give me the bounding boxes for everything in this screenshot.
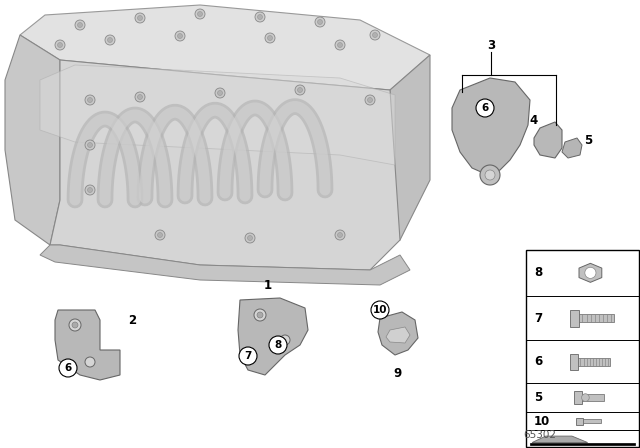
Bar [577, 418, 584, 425]
Circle shape [245, 233, 255, 243]
Text: 65302: 65302 [524, 430, 557, 440]
Bar [579, 314, 614, 322]
Text: 1: 1 [264, 279, 272, 292]
Text: 4: 4 [530, 113, 538, 126]
Circle shape [335, 230, 345, 240]
Polygon shape [40, 65, 395, 165]
Text: 7: 7 [534, 311, 542, 325]
Text: 6: 6 [481, 103, 488, 113]
Polygon shape [378, 312, 418, 355]
Circle shape [177, 34, 182, 39]
Polygon shape [238, 298, 308, 375]
Circle shape [476, 99, 494, 117]
Circle shape [337, 43, 342, 47]
Polygon shape [562, 138, 582, 158]
Polygon shape [370, 55, 430, 250]
Bar [582, 394, 604, 401]
Circle shape [58, 43, 63, 47]
Circle shape [257, 14, 262, 20]
Circle shape [582, 394, 589, 401]
Polygon shape [20, 5, 430, 90]
Circle shape [175, 31, 185, 41]
Text: 9: 9 [394, 367, 402, 380]
Circle shape [108, 38, 113, 43]
Polygon shape [40, 245, 410, 285]
Circle shape [75, 20, 85, 30]
Circle shape [257, 312, 263, 318]
Text: 5: 5 [534, 391, 542, 404]
Circle shape [85, 95, 95, 105]
Circle shape [55, 40, 65, 50]
Circle shape [280, 335, 290, 345]
Circle shape [298, 87, 303, 92]
Polygon shape [5, 35, 60, 245]
Circle shape [77, 22, 83, 27]
Text: 8: 8 [275, 340, 282, 350]
Circle shape [198, 12, 202, 17]
Bar [570, 310, 579, 327]
Circle shape [88, 142, 93, 147]
Polygon shape [534, 122, 562, 158]
Polygon shape [386, 327, 410, 343]
Circle shape [72, 322, 78, 328]
Bar [575, 392, 582, 404]
Text: 10: 10 [372, 305, 387, 315]
Polygon shape [50, 60, 400, 270]
Circle shape [485, 170, 495, 180]
Circle shape [268, 35, 273, 40]
Bar [579, 358, 611, 366]
Bar [526, 250, 639, 447]
Text: 8: 8 [534, 266, 542, 280]
Circle shape [480, 165, 500, 185]
Circle shape [335, 40, 345, 50]
Polygon shape [452, 78, 530, 175]
Circle shape [255, 12, 265, 22]
Circle shape [248, 236, 253, 241]
Text: 6: 6 [65, 363, 72, 373]
Polygon shape [579, 263, 602, 282]
Circle shape [239, 347, 257, 365]
Circle shape [59, 359, 77, 377]
Bar [530, 443, 635, 445]
Circle shape [337, 233, 342, 237]
Circle shape [215, 88, 225, 98]
Circle shape [371, 301, 389, 319]
Circle shape [85, 185, 95, 195]
Text: 7: 7 [244, 351, 252, 361]
Circle shape [315, 17, 325, 27]
Circle shape [88, 188, 93, 193]
Circle shape [372, 33, 378, 38]
Circle shape [157, 233, 163, 237]
Circle shape [135, 13, 145, 23]
Polygon shape [532, 436, 588, 443]
Circle shape [69, 319, 81, 331]
Circle shape [370, 30, 380, 40]
Polygon shape [55, 310, 120, 380]
Bar [570, 353, 579, 370]
Circle shape [138, 16, 143, 21]
Circle shape [155, 230, 165, 240]
Bar [584, 419, 602, 423]
Circle shape [88, 98, 93, 103]
Text: 6: 6 [534, 355, 542, 368]
Circle shape [367, 98, 372, 103]
Circle shape [295, 85, 305, 95]
Text: 3: 3 [487, 39, 495, 52]
Circle shape [265, 33, 275, 43]
Text: 5: 5 [584, 134, 592, 146]
Circle shape [317, 20, 323, 25]
Circle shape [254, 309, 266, 321]
Circle shape [195, 9, 205, 19]
Circle shape [138, 95, 143, 99]
Circle shape [85, 357, 95, 367]
Circle shape [365, 95, 375, 105]
Circle shape [85, 140, 95, 150]
Circle shape [105, 35, 115, 45]
Circle shape [585, 267, 596, 278]
Circle shape [218, 90, 223, 95]
Text: 10: 10 [534, 414, 550, 428]
Circle shape [269, 336, 287, 354]
Circle shape [135, 92, 145, 102]
Text: 2: 2 [128, 314, 136, 327]
